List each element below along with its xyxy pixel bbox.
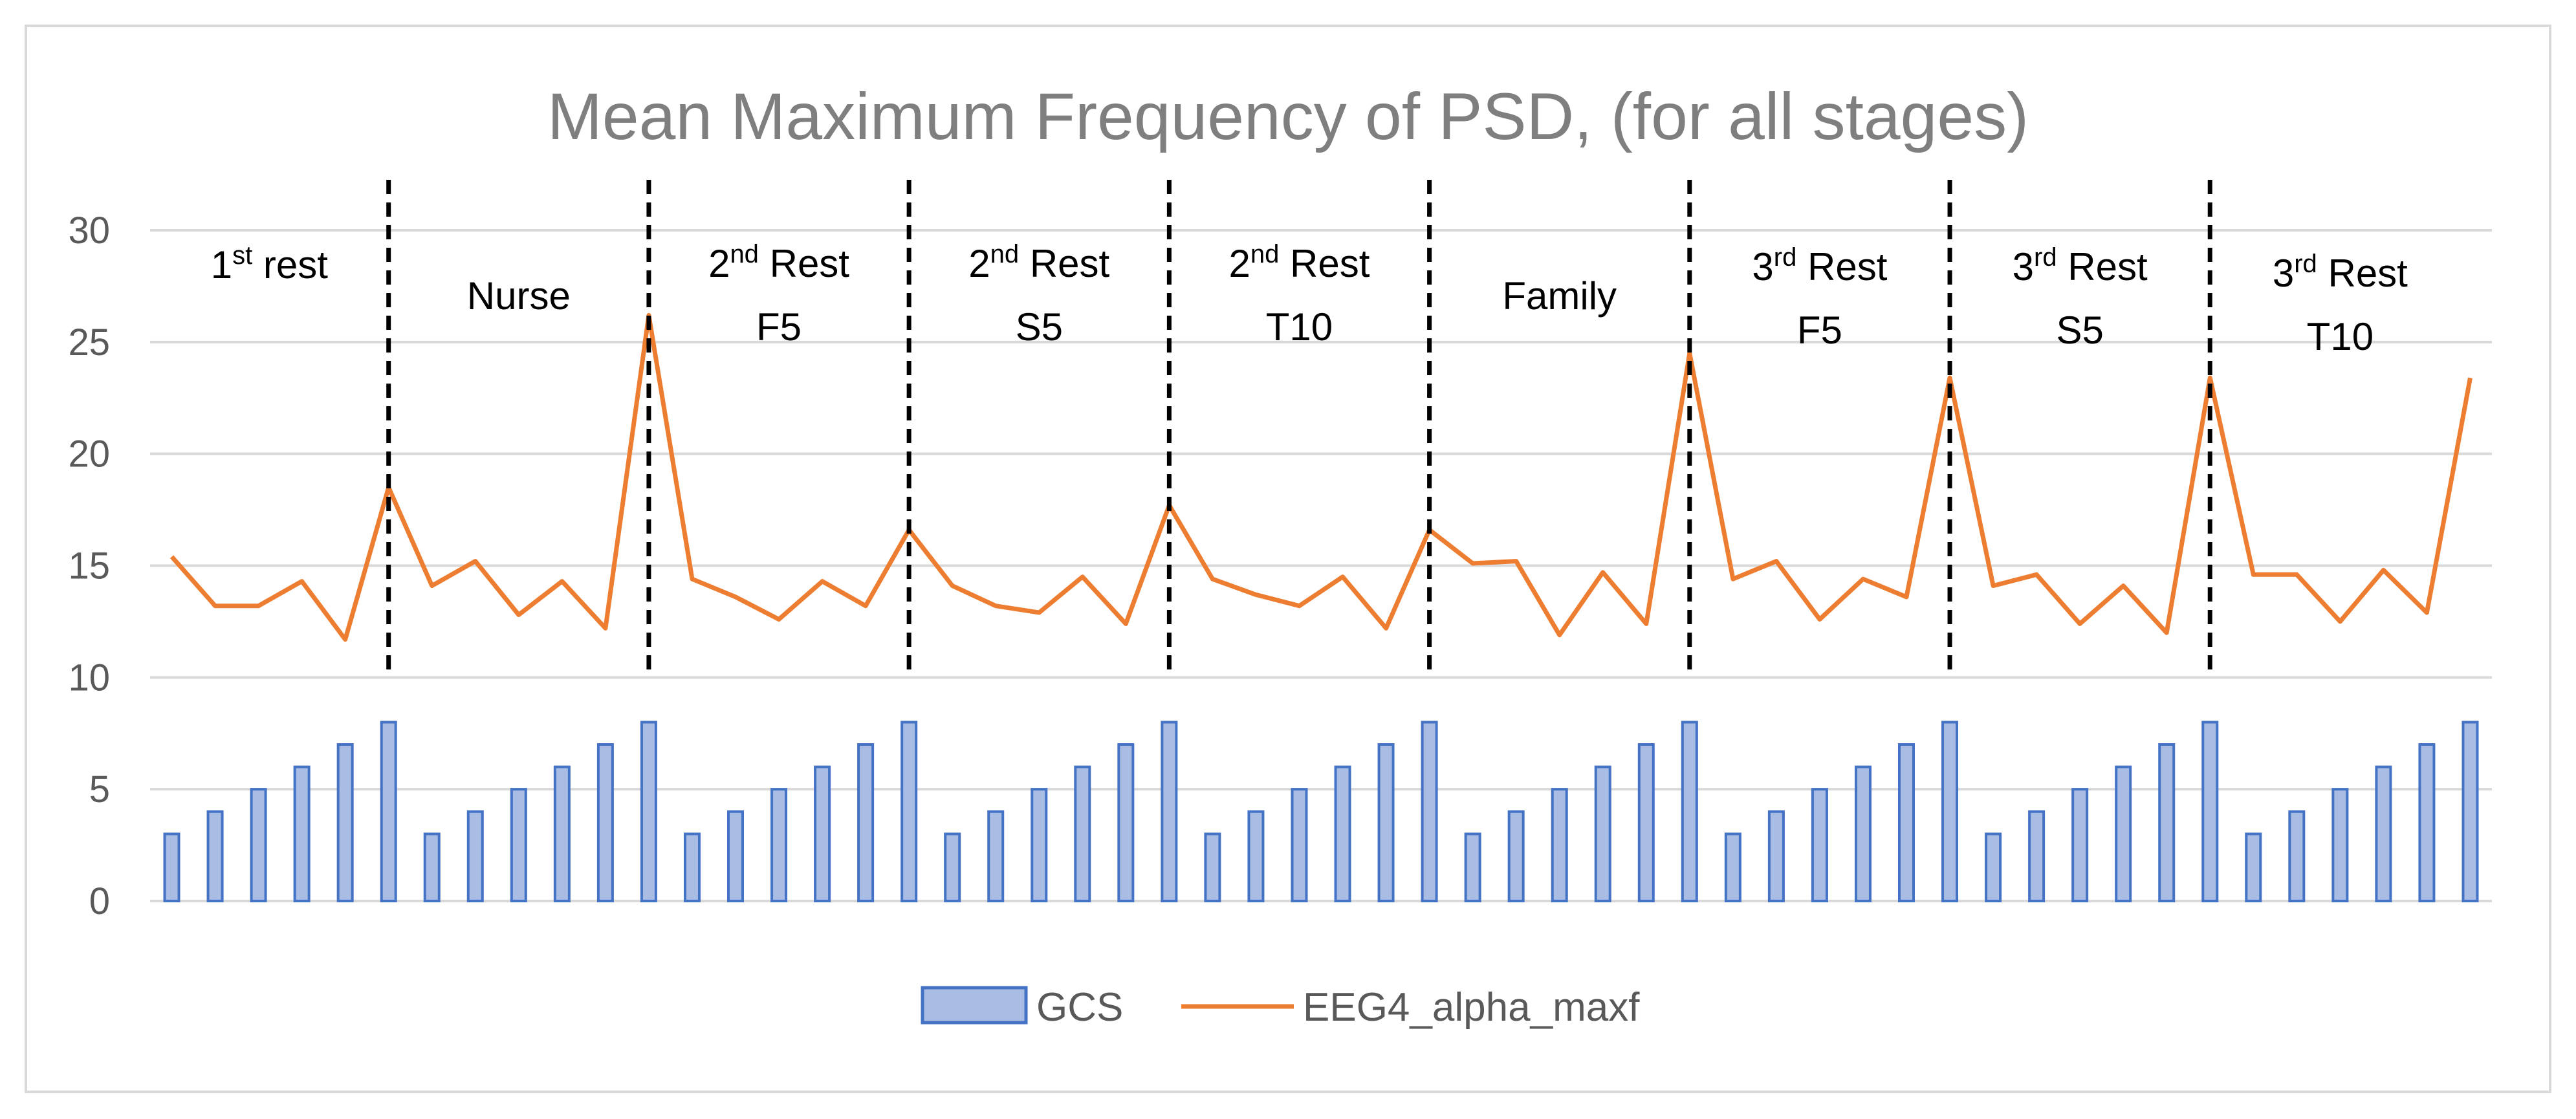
stage-dividers: [386, 180, 2212, 673]
gcs-bar: [293, 765, 311, 902]
gcs-bar: [1031, 788, 1048, 902]
y-tick-label: 0: [89, 880, 110, 922]
gcs-bar: [683, 832, 701, 903]
stage-label: 2nd Rest: [968, 240, 1109, 285]
eeg-line: [169, 312, 2472, 642]
y-axis-ticks: 0 5 10 15 20 25 30: [68, 210, 110, 922]
legend-swatch-gcs: [921, 986, 1028, 1025]
gcs-bar: [1724, 832, 1741, 903]
stage-label: Nurse: [467, 274, 571, 318]
legend-label-gcs: GCS: [1036, 985, 1123, 1030]
gcs-bar: [423, 832, 441, 903]
gcs-bar: [380, 721, 397, 902]
gcs-bar: [553, 765, 571, 902]
legend-label-eeg: EEG4_alpha_maxf: [1303, 985, 1640, 1030]
gcs-bar: [163, 832, 180, 903]
gcs-bar: [987, 810, 1005, 902]
stage-label: 2nd Rest: [1229, 240, 1370, 285]
gcs-bar: [1551, 788, 1568, 902]
gcs-bar: [2071, 788, 2089, 902]
gcs-bar: [901, 721, 918, 902]
gcs-bar: [510, 788, 527, 902]
gcs-bar: [1767, 810, 1785, 902]
gcs-bar: [1117, 743, 1135, 902]
gcs-bar: [2245, 832, 2262, 903]
chart-frame: [25, 25, 2551, 1093]
stage-labels: 1st rest Nurse 2nd Rest F5 2nd Rest S5 2nd Res…: [211, 240, 2408, 358]
gcs-bar: [1681, 721, 1698, 902]
gcs-bar: [206, 810, 224, 902]
gcs-bar: [770, 788, 788, 902]
y-tick-label: 15: [68, 545, 110, 587]
gcs-bar: [1507, 810, 1525, 902]
gcs-bar: [466, 810, 484, 902]
stage-label: 1st rest: [211, 241, 329, 287]
gcs-bar: [1985, 832, 2002, 903]
gcs-bar: [596, 743, 614, 902]
stage-label-line2: F5: [1797, 309, 1842, 352]
gcs-bar: [944, 832, 961, 903]
gcs-bar: [1421, 721, 1438, 902]
gcs-bar: [1941, 721, 1959, 902]
gcs-bar: [1161, 721, 1178, 902]
stage-label-line2: S5: [2056, 309, 2103, 352]
gcs-bar: [1247, 810, 1265, 902]
stage-label: 3rd Rest: [2273, 250, 2408, 295]
gcs-bar: [2288, 810, 2306, 902]
gcs-bar: [1074, 765, 1091, 902]
gcs-bar: [640, 721, 657, 902]
chart-title: Mean Maximum Frequency of PSD, (for all …: [547, 80, 2029, 153]
gcs-bar: [1811, 788, 1828, 902]
gcs-bar: [1594, 765, 1611, 902]
gcs-bar: [250, 788, 267, 902]
legend: GCS EEG4_alpha_maxf: [921, 985, 1640, 1030]
gcs-bar: [727, 810, 744, 902]
stage-label: 3rd Rest: [2013, 243, 2148, 288]
stage-label: Family: [1502, 274, 1617, 318]
gcs-bar: [1898, 743, 1915, 902]
gcs-bar: [2418, 743, 2436, 902]
gcs-bars: [163, 721, 2479, 903]
stage-label: 3rd Rest: [1752, 243, 1887, 288]
eeg-line-series: [169, 312, 2472, 642]
y-tick-label: 5: [89, 768, 110, 810]
stage-label-line2: T10: [1266, 305, 1333, 349]
gcs-bar: [814, 765, 831, 902]
stage-label: 2nd Rest: [708, 240, 849, 285]
y-tick-label: 20: [68, 433, 110, 475]
y-tick-label: 30: [68, 210, 110, 252]
stage-label-line2: T10: [2307, 315, 2374, 358]
gcs-bar: [1204, 832, 1221, 903]
gcs-bar: [2115, 765, 2132, 902]
gcs-bar: [2461, 721, 2479, 902]
gcs-bar: [1854, 765, 1872, 902]
y-tick-label: 10: [68, 657, 110, 699]
gcs-bar: [1464, 832, 1481, 903]
gcs-bar: [336, 743, 354, 902]
gcs-bar: [2375, 765, 2392, 902]
stage-label-line2: F5: [756, 305, 802, 349]
gcs-bar: [2201, 721, 2219, 902]
gcs-bar: [1637, 743, 1655, 902]
stage-label-line2: S5: [1016, 305, 1063, 349]
gcs-bar: [1377, 743, 1395, 902]
gcs-bar: [857, 743, 875, 902]
gcs-bar: [1291, 788, 1308, 902]
gcs-bar: [2331, 788, 2349, 902]
gcs-bar: [2158, 743, 2176, 902]
y-tick-label: 25: [68, 321, 110, 364]
gridlines: [150, 229, 2492, 902]
gcs-bar: [1334, 765, 1351, 902]
gcs-bar: [2028, 810, 2046, 902]
